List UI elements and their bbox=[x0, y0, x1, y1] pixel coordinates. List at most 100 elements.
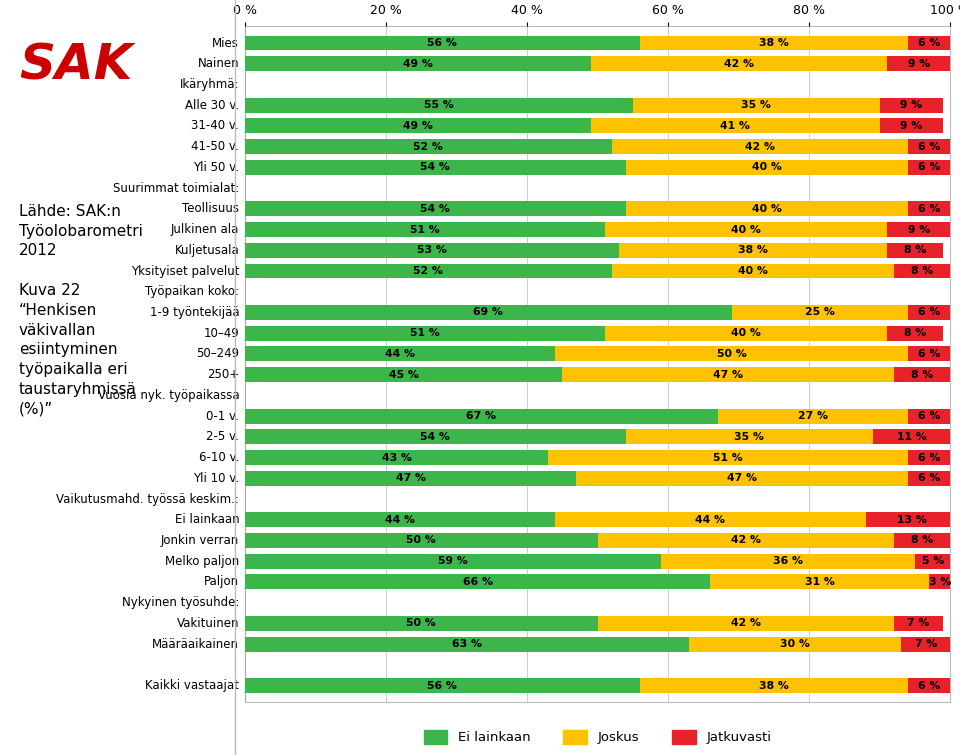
Text: 40 %: 40 % bbox=[752, 162, 781, 172]
Bar bbox=[245, 97, 633, 112]
Text: 45 %: 45 % bbox=[389, 370, 419, 380]
Text: 6 %: 6 % bbox=[918, 162, 941, 172]
Bar bbox=[605, 222, 887, 237]
Bar bbox=[908, 202, 950, 216]
Bar bbox=[245, 450, 548, 465]
Bar bbox=[245, 636, 689, 652]
Bar bbox=[245, 430, 626, 444]
Text: 42 %: 42 % bbox=[724, 59, 754, 69]
Text: 52 %: 52 % bbox=[414, 142, 444, 152]
Bar bbox=[626, 430, 873, 444]
Bar bbox=[548, 450, 908, 465]
Text: 47 %: 47 % bbox=[713, 370, 743, 380]
Text: 7 %: 7 % bbox=[907, 618, 930, 628]
Text: 54 %: 54 % bbox=[420, 432, 450, 442]
Bar bbox=[732, 305, 908, 320]
Bar bbox=[887, 325, 944, 341]
Text: 27 %: 27 % bbox=[798, 411, 828, 421]
Bar bbox=[245, 367, 563, 382]
Text: 51 %: 51 % bbox=[713, 452, 743, 463]
Text: 51 %: 51 % bbox=[410, 224, 440, 235]
Bar bbox=[894, 263, 950, 279]
Bar bbox=[901, 636, 950, 652]
Bar bbox=[245, 678, 640, 693]
Bar bbox=[619, 243, 887, 257]
Text: 50 %: 50 % bbox=[406, 535, 436, 545]
Text: 44 %: 44 % bbox=[385, 349, 415, 359]
Text: 35 %: 35 % bbox=[741, 100, 771, 110]
Bar bbox=[633, 97, 879, 112]
Text: 38 %: 38 % bbox=[759, 680, 789, 691]
Text: 6 %: 6 % bbox=[918, 142, 941, 152]
Text: 40 %: 40 % bbox=[738, 266, 768, 276]
Bar bbox=[245, 575, 710, 590]
Text: 6 %: 6 % bbox=[918, 38, 941, 48]
Text: 38 %: 38 % bbox=[759, 38, 789, 48]
Text: 9 %: 9 % bbox=[907, 59, 930, 69]
Bar bbox=[605, 325, 887, 341]
Bar bbox=[576, 471, 908, 485]
Text: 9 %: 9 % bbox=[907, 224, 930, 235]
Bar bbox=[710, 575, 929, 590]
Text: 6 %: 6 % bbox=[918, 204, 941, 214]
Text: 40 %: 40 % bbox=[731, 224, 760, 235]
Text: 47 %: 47 % bbox=[728, 473, 757, 483]
Bar bbox=[908, 305, 950, 320]
Text: 66 %: 66 % bbox=[463, 577, 492, 587]
Bar bbox=[908, 678, 950, 693]
Bar bbox=[245, 202, 626, 216]
Text: 59 %: 59 % bbox=[438, 556, 468, 566]
Text: 6 %: 6 % bbox=[918, 473, 941, 483]
Bar bbox=[908, 471, 950, 485]
Bar bbox=[555, 513, 866, 527]
Text: Lähde: SAK:n
Työolobarometri
2012

Kuva 22
“Henkisen
väkivallan
esiintyminen
työ: Lähde: SAK:n Työolobarometri 2012 Kuva 2… bbox=[19, 204, 143, 417]
Text: 7 %: 7 % bbox=[915, 639, 937, 649]
Bar bbox=[245, 35, 640, 51]
Legend: Ei lainkaan, Joskus, Jatkuvasti: Ei lainkaan, Joskus, Jatkuvasti bbox=[423, 729, 772, 744]
Bar bbox=[245, 325, 605, 341]
Text: 54 %: 54 % bbox=[420, 204, 450, 214]
Text: 25 %: 25 % bbox=[804, 307, 835, 317]
Bar bbox=[929, 575, 950, 590]
Text: 8 %: 8 % bbox=[911, 370, 933, 380]
Bar bbox=[597, 616, 894, 631]
Bar bbox=[894, 616, 944, 631]
Bar bbox=[612, 263, 894, 279]
Text: 50 %: 50 % bbox=[717, 349, 747, 359]
Text: 51 %: 51 % bbox=[410, 328, 440, 338]
Text: 6 %: 6 % bbox=[918, 680, 941, 691]
Text: 6 %: 6 % bbox=[918, 349, 941, 359]
Text: 5 %: 5 % bbox=[922, 556, 944, 566]
Text: 11 %: 11 % bbox=[897, 432, 926, 442]
Text: 8 %: 8 % bbox=[904, 328, 926, 338]
Text: 42 %: 42 % bbox=[745, 142, 775, 152]
Text: 42 %: 42 % bbox=[731, 618, 760, 628]
Text: 13 %: 13 % bbox=[897, 515, 926, 525]
Text: 52 %: 52 % bbox=[414, 266, 444, 276]
Text: 40 %: 40 % bbox=[752, 204, 781, 214]
Bar bbox=[245, 119, 590, 134]
Text: 53 %: 53 % bbox=[417, 245, 446, 255]
Bar bbox=[908, 408, 950, 424]
Text: 38 %: 38 % bbox=[738, 245, 768, 255]
Text: 47 %: 47 % bbox=[396, 473, 425, 483]
Bar bbox=[879, 97, 944, 112]
Text: 9 %: 9 % bbox=[900, 100, 923, 110]
Text: 67 %: 67 % bbox=[467, 411, 496, 421]
Text: 56 %: 56 % bbox=[427, 38, 457, 48]
Bar bbox=[887, 243, 944, 257]
Bar bbox=[717, 408, 908, 424]
Text: 41 %: 41 % bbox=[720, 121, 750, 131]
Bar bbox=[640, 678, 908, 693]
Bar bbox=[597, 533, 894, 548]
Text: 44 %: 44 % bbox=[385, 515, 415, 525]
Bar bbox=[245, 408, 717, 424]
Bar bbox=[661, 553, 915, 569]
Bar bbox=[245, 471, 576, 485]
Text: 40 %: 40 % bbox=[731, 328, 760, 338]
Bar bbox=[908, 160, 950, 175]
Text: 55 %: 55 % bbox=[424, 100, 454, 110]
Bar bbox=[245, 222, 605, 237]
Bar bbox=[612, 139, 908, 154]
Bar bbox=[866, 513, 957, 527]
